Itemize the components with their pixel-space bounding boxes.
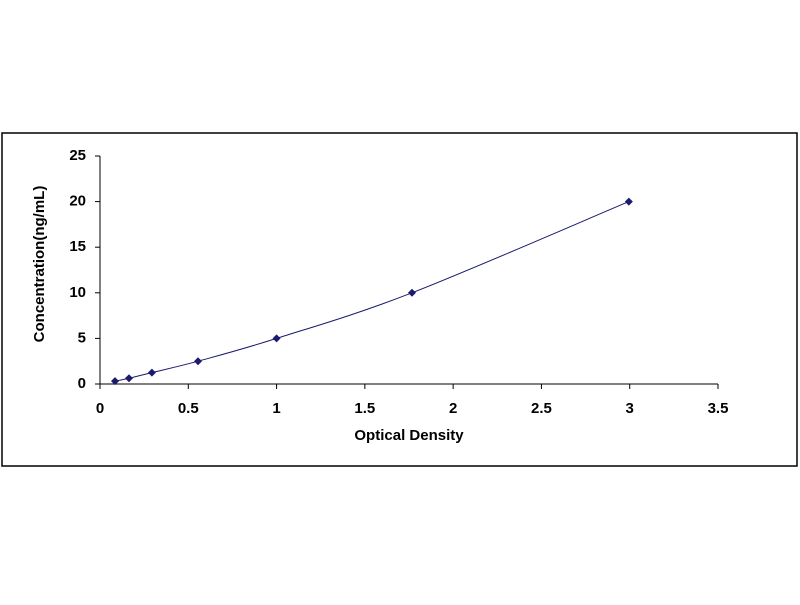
data-point: [624, 197, 633, 206]
y-tick-label: 5: [78, 329, 86, 346]
x-tick-label: 2: [449, 400, 457, 417]
x-tick-label: 0.5: [178, 400, 199, 417]
y-tick-label: 25: [69, 147, 86, 164]
x-tick-label: 3.5: [708, 400, 729, 417]
y-tick-label: 20: [69, 193, 86, 210]
data-point: [272, 334, 281, 343]
x-tick-label: 1.5: [354, 400, 375, 417]
data-point: [147, 368, 156, 377]
data-point: [408, 288, 417, 297]
data-point: [124, 374, 133, 383]
data-point: [111, 377, 120, 386]
x-tick-label: 1: [272, 400, 280, 417]
data-point: [193, 357, 202, 366]
x-tick-label: 2.5: [531, 400, 552, 417]
x-tick-label: 3: [626, 400, 634, 417]
y-axis-label: Concentration(ng/mL): [31, 186, 48, 343]
chart-frame: [1, 132, 798, 467]
y-tick-label: 0: [78, 375, 86, 392]
y-tick-label: 10: [69, 284, 86, 301]
y-tick-label: 15: [69, 238, 86, 255]
x-tick-label: 0: [96, 400, 104, 417]
x-axis-label: Optical Density: [354, 427, 464, 444]
